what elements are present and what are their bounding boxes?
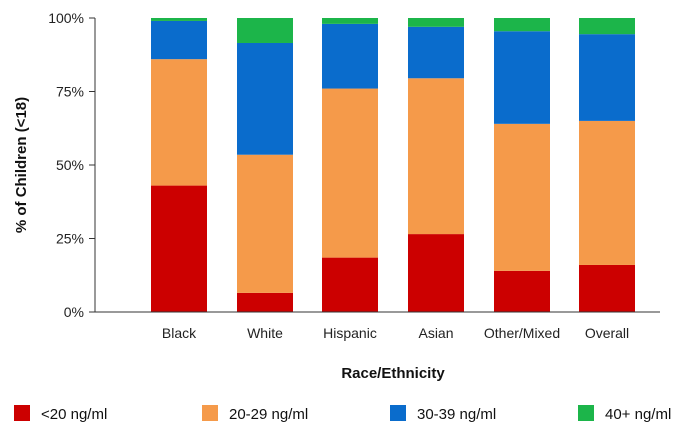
bar-hispanic-series-3 [322, 23, 378, 89]
bar-overall-series-4 [579, 18, 635, 35]
bar-white-series-2 [237, 154, 293, 293]
bar-black-series-1 [151, 185, 207, 312]
bar-hispanic-series-4 [322, 18, 378, 24]
legend: <20 ng/ml 20-29 ng/ml 30-39 ng/ml 40+ ng/ml [14, 405, 671, 423]
bar-white-series-1 [237, 292, 293, 312]
bar-other-mixed-series-1 [494, 270, 550, 312]
bar-asian-series-4 [408, 18, 464, 27]
bar-overall-series-2 [579, 120, 635, 265]
x-tick-label-other-mixed: Other/Mixed [484, 325, 560, 341]
x-ticks-group: Black White Hispanic Asian Other/Mixed Overal… [162, 325, 629, 341]
y-tick-label: 75% [56, 84, 84, 100]
bar-overall-series-3 [579, 34, 635, 121]
legend-swatch-1 [14, 405, 30, 421]
bar-white-series-3 [237, 42, 293, 155]
bar-other-mixed-series-3 [494, 31, 550, 124]
bar-white-series-4 [237, 18, 293, 43]
legend-label-1: <20 ng/ml [41, 406, 107, 423]
x-tick-label-overall: Overall [585, 325, 629, 341]
bar-hispanic-series-1 [322, 257, 378, 312]
y-ticks-group: 0% 25% 50% 75% 100% [48, 10, 95, 320]
x-tick-label-hispanic: Hispanic [323, 325, 377, 341]
y-tick-label: 100% [48, 10, 84, 26]
x-axis-title: Race/Ethnicity [341, 365, 445, 382]
legend-label-3: 30-39 ng/ml [417, 406, 496, 423]
x-tick-label-black: Black [162, 325, 197, 341]
bar-asian-series-3 [408, 26, 464, 79]
bar-asian-series-1 [408, 234, 464, 312]
bar-black-series-4 [151, 18, 207, 21]
y-tick-label: 0% [64, 304, 84, 320]
bar-other-mixed-series-4 [494, 18, 550, 32]
bar-asian-series-2 [408, 78, 464, 235]
bars-group [151, 18, 635, 312]
x-tick-label-white: White [247, 325, 283, 341]
legend-swatch-4 [578, 405, 594, 421]
bar-black-series-3 [151, 20, 207, 60]
x-tick-label-asian: Asian [418, 325, 453, 341]
legend-swatch-2 [202, 405, 218, 421]
y-tick-label: 50% [56, 157, 84, 173]
legend-swatch-3 [390, 405, 406, 421]
bar-black-series-2 [151, 59, 207, 186]
y-tick-label: 25% [56, 231, 84, 247]
y-axis-title: % of Children (<18) [13, 97, 30, 233]
legend-label-2: 20-29 ng/ml [229, 406, 308, 423]
bar-other-mixed-series-2 [494, 123, 550, 271]
bar-overall-series-1 [579, 264, 635, 312]
legend-label-4: 40+ ng/ml [605, 406, 671, 423]
bar-hispanic-series-2 [322, 88, 378, 258]
